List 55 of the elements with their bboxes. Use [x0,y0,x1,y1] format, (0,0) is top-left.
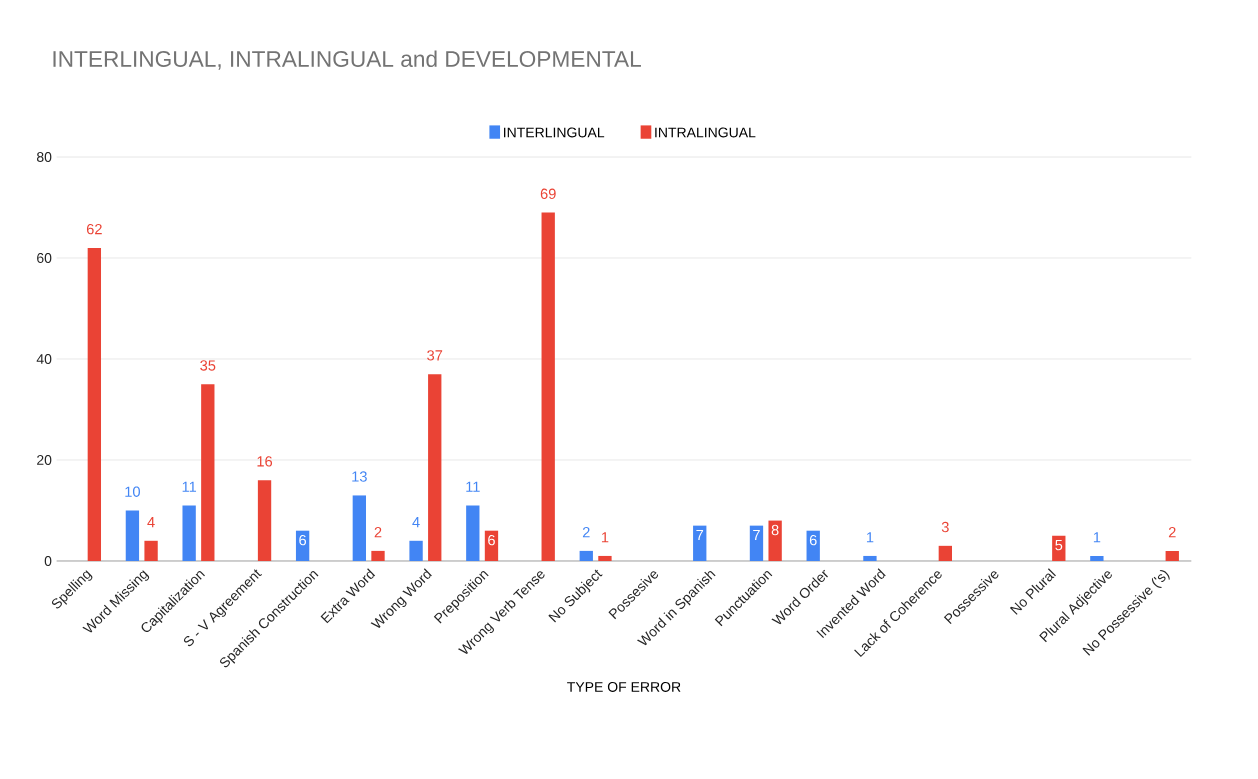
bar [371,550,385,561]
bar [144,540,158,561]
x-axis-title: TYPE OF ERROR [567,681,681,692]
data-label: 6 [488,534,495,546]
data-label: 16 [257,456,273,467]
data-label: 1 [1093,532,1101,543]
bar [125,510,140,561]
data-label: 2 [374,527,382,538]
data-label: 1 [866,532,874,543]
data-label: 69 [540,188,556,199]
bar [693,525,707,561]
bar [352,495,367,561]
data-label: 5 [1055,540,1063,551]
bar [257,480,272,561]
bar [541,212,555,561]
data-label: 4 [412,517,420,528]
data-label: 35 [200,360,216,371]
legend-label: INTRALINGUAL [655,127,756,138]
y-tick-label: 20 [37,455,52,465]
y-tick-label: 40 [36,354,52,364]
bar [598,555,612,561]
bar [749,525,764,561]
bar [938,545,952,561]
data-label: 3 [941,521,949,533]
data-label: 10 [125,486,140,497]
data-label: 13 [352,471,367,482]
data-label: 4 [147,517,155,528]
data-label: 62 [86,223,102,235]
chart-title: INTERLINGUAL, INTRALINGUAL and DEVELOPMENTAL [53,50,641,70]
y-tick-label: 60 [37,253,52,263]
bar [201,384,215,561]
data-label: 11 [182,481,197,492]
bar [1090,555,1104,561]
data-label: 6 [809,534,817,546]
data-label: 6 [299,534,307,546]
data-label: 2 [582,527,590,538]
bar [87,247,102,561]
bar [466,505,480,561]
bar [579,550,593,561]
data-label: 8 [771,524,779,536]
data-label: 7 [753,529,760,540]
bar [863,555,877,561]
bar [428,374,442,561]
data-label: 37 [427,350,443,361]
data-label: 1 [601,532,609,543]
y-tick-label: 80 [36,152,52,162]
data-label: 7 [696,529,704,540]
data-label: 2 [1168,527,1176,538]
bar [182,505,196,561]
bar [409,540,423,561]
bar [1165,550,1179,561]
bar [768,520,782,561]
data-label: 11 [466,481,480,492]
y-tick-label: 0 [44,556,52,566]
legend-label: INTERLINGUAL [504,127,605,138]
